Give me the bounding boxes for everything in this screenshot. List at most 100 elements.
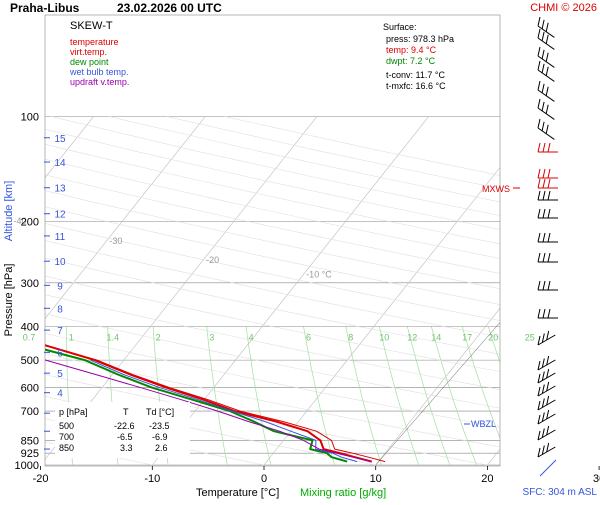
altitude-tick-label: 13 bbox=[54, 184, 66, 195]
altitude-tick-label: 8 bbox=[57, 304, 63, 315]
pressure-tick-label: 300 bbox=[21, 278, 39, 290]
surface-info-bg bbox=[380, 18, 495, 96]
altitude-tick-label: 6 bbox=[57, 348, 63, 359]
wind-barb-flag bbox=[545, 66, 549, 76]
pressure-tick-label: 1000 bbox=[15, 460, 39, 472]
isotherm-line bbox=[45, 116, 94, 179]
isotherm-line bbox=[45, 116, 206, 320]
wind-barb-flag bbox=[541, 19, 545, 29]
mixing-ratio-line bbox=[430, 326, 478, 466]
mixing-ratio-tick-label: 20 bbox=[488, 332, 498, 342]
mixing-ratio-tick-label: 10 bbox=[379, 332, 389, 342]
wind-barb-flag bbox=[542, 178, 546, 189]
wind-barb bbox=[537, 232, 558, 243]
wind-barb-flag bbox=[541, 384, 545, 394]
wind-barb-flag bbox=[542, 252, 546, 263]
isotherm-line bbox=[375, 307, 500, 466]
wind-barb-flag bbox=[537, 386, 541, 397]
legend-item-virt-temp: virt.temp. bbox=[70, 47, 107, 57]
dry-adiabat bbox=[45, 158, 500, 259]
wind-barb-flag bbox=[547, 232, 551, 243]
isotherm-label: -40 bbox=[14, 216, 27, 226]
series-line-virt-temp- bbox=[45, 344, 386, 463]
wind-barb bbox=[537, 442, 556, 458]
wind-barb-flag bbox=[541, 333, 545, 343]
wind-barbs bbox=[537, 16, 558, 477]
dry-adiabat bbox=[45, 333, 500, 428]
wind-barb bbox=[537, 16, 555, 38]
mixing-ratio-line bbox=[303, 326, 335, 466]
legend: SKEW-T temperature virt.temp. dew point … bbox=[69, 20, 129, 87]
mixing-ratio-line bbox=[245, 326, 272, 466]
mixing-ratio-line bbox=[206, 326, 228, 466]
x-tick-label: 20 bbox=[481, 473, 493, 485]
mixing-ratio-line bbox=[378, 326, 420, 466]
wind-barb-flag bbox=[546, 442, 550, 453]
wind-barb bbox=[537, 118, 555, 140]
table-cell: -23.5 bbox=[149, 421, 170, 431]
surface-press: press: 978.3 hPa bbox=[386, 34, 454, 44]
table-header-p: p [hPa] bbox=[59, 407, 88, 417]
wind-barb-flag bbox=[537, 46, 541, 57]
x-axis-label: Temperature [°C] bbox=[196, 487, 279, 499]
x-tick-label: -10 bbox=[144, 473, 160, 485]
dry-adiabat bbox=[45, 223, 500, 321]
wind-barb-flag bbox=[541, 398, 545, 408]
series-line-wet-bulb-temp- bbox=[90, 359, 358, 463]
wind-barb-flag bbox=[545, 22, 549, 32]
wind-barb-flag bbox=[541, 83, 545, 93]
wind-barb-flag bbox=[537, 28, 541, 39]
legend-item-wet-bulb: wet bulb temp. bbox=[69, 67, 129, 77]
altitude-tick-label: 5 bbox=[57, 369, 63, 380]
wind-barb-flag bbox=[545, 34, 549, 44]
isotherm-line bbox=[263, 166, 500, 466]
mixing-ratio-tick-label: 4 bbox=[249, 332, 254, 342]
legend-item-temperature: temperature bbox=[70, 37, 119, 47]
altitude-tick-label: 12 bbox=[54, 210, 66, 221]
table-header-t: T bbox=[123, 407, 129, 417]
pressure-tick-label: 400 bbox=[21, 321, 39, 333]
isotherm-line bbox=[152, 116, 429, 466]
sounding-datetime: 23.02.2026 00 UTC bbox=[117, 1, 222, 15]
mixing-ratio-tick-label: 17 bbox=[462, 332, 472, 342]
sfc-label: SFC: 304 m ASL bbox=[523, 487, 598, 498]
wind-barb-flag bbox=[546, 395, 550, 406]
wind-barb-flag bbox=[542, 190, 546, 201]
isotherm-line bbox=[487, 448, 500, 466]
altitude-tick-label: 7 bbox=[57, 326, 63, 337]
wbzl-label: WBZL bbox=[471, 419, 496, 429]
wind-barb-flag bbox=[547, 142, 551, 153]
surface-tmxfc: t-mxfc: 16.6 °C bbox=[386, 81, 446, 91]
mixing-ratio-tick-label: 2 bbox=[156, 332, 161, 342]
wind-barb-flag bbox=[537, 430, 541, 441]
isotherm-label: -10 °C bbox=[306, 269, 332, 279]
wind-barb-flag bbox=[537, 360, 541, 371]
wind-barb bbox=[537, 280, 558, 291]
table-cell: 2.6 bbox=[155, 443, 168, 453]
surface-tconv: t-conv: 11.7 °C bbox=[386, 70, 445, 80]
table-header-td: Td [°C] bbox=[146, 407, 174, 417]
wind-barb-flag bbox=[537, 414, 541, 425]
wind-barb-flag bbox=[537, 98, 541, 109]
mixing-ratio-tick-label: 6 bbox=[306, 332, 311, 342]
wind-barb-flag bbox=[547, 252, 551, 263]
wind-barb-flag bbox=[547, 308, 551, 319]
wind-barb-flag bbox=[537, 142, 541, 153]
wind-barb-flag bbox=[537, 447, 541, 458]
wind-barb-flag bbox=[541, 101, 545, 111]
wind-barb-flag bbox=[537, 232, 541, 243]
wind-barb-flag bbox=[537, 208, 541, 219]
wind-barb-flag bbox=[546, 425, 550, 436]
wind-barb-flag bbox=[541, 358, 545, 368]
wind-barb-flag bbox=[537, 16, 541, 27]
altitude-tick-label: 9 bbox=[57, 281, 63, 292]
isotherm-label: -30 bbox=[109, 236, 122, 246]
mxws-label: MXWS bbox=[482, 184, 510, 194]
wind-barb-flag bbox=[545, 86, 549, 96]
wind-barb-flag bbox=[537, 280, 541, 291]
credit-label: CHMI © 2026 bbox=[530, 2, 597, 14]
wind-barb bbox=[537, 178, 558, 189]
wind-barb-flag bbox=[542, 142, 546, 153]
altitude-tick-label: 10 bbox=[54, 257, 66, 268]
